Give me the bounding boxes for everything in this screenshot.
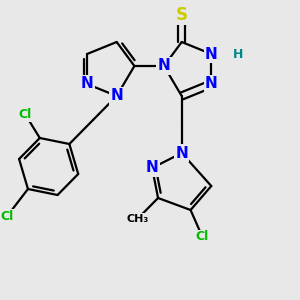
Text: Cl: Cl <box>18 107 32 121</box>
Text: N: N <box>205 46 218 62</box>
Text: S: S <box>176 6 188 24</box>
Text: N: N <box>175 146 188 160</box>
Text: N: N <box>158 58 170 74</box>
Text: N: N <box>205 76 218 92</box>
Text: Cl: Cl <box>1 209 14 223</box>
Text: N: N <box>81 76 94 92</box>
Text: H: H <box>233 47 243 61</box>
Text: CH₃: CH₃ <box>126 214 148 224</box>
Text: Cl: Cl <box>196 230 209 244</box>
Text: N: N <box>146 160 158 175</box>
Text: N: N <box>110 88 123 104</box>
